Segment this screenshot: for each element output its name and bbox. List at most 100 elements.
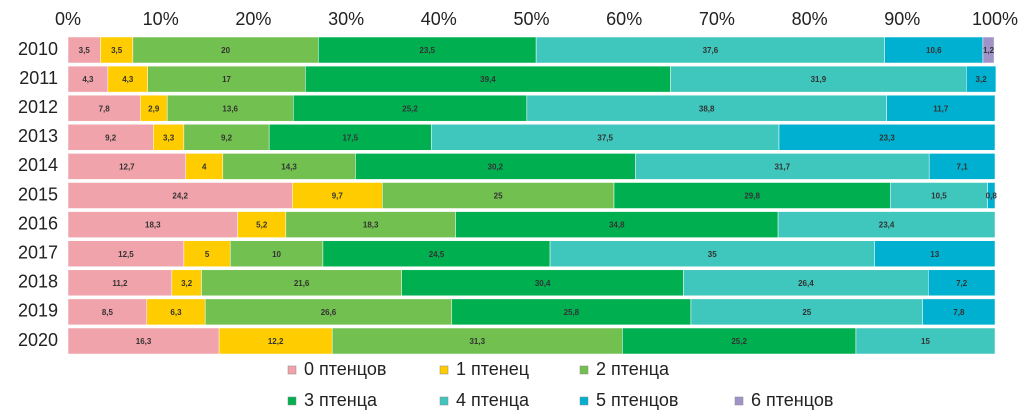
bar-segment <box>535 36 885 64</box>
x-tick-label: 30% <box>328 9 364 29</box>
bar-segment <box>635 153 930 180</box>
data-label: 7,1 <box>957 163 969 172</box>
data-label: 2,9 <box>148 104 160 113</box>
data-label: 35 <box>708 250 717 259</box>
bar-segment <box>777 211 996 238</box>
legend-swatch <box>579 396 589 406</box>
data-label: 6,3 <box>170 308 182 317</box>
bar-segment <box>67 298 148 326</box>
bar-segment <box>67 327 220 355</box>
data-label: 9,7 <box>332 192 344 201</box>
legend-swatch <box>439 396 449 406</box>
bar-segment <box>318 36 537 64</box>
y-tick-label: 2017 <box>18 242 58 262</box>
x-tick-label: 90% <box>884 9 920 29</box>
data-label: 10,5 <box>931 192 947 201</box>
data-label: 31,7 <box>774 163 790 172</box>
bar-segment <box>966 65 997 93</box>
data-label: 7,8 <box>953 308 965 317</box>
data-label: 9,2 <box>105 133 117 142</box>
data-label: 25 <box>494 192 503 201</box>
x-tick-label: 20% <box>235 9 271 29</box>
data-label: 13 <box>930 250 939 259</box>
data-label: 1,2 <box>983 46 995 55</box>
y-tick-label: 2015 <box>18 184 58 204</box>
bar-segment <box>268 124 432 151</box>
bar-segment <box>455 211 779 238</box>
data-label: 3,5 <box>111 46 123 55</box>
data-label: 39,4 <box>480 75 496 84</box>
data-label: 20 <box>221 46 230 55</box>
bar-segment <box>355 153 636 180</box>
x-tick-label: 80% <box>792 9 828 29</box>
bar-segment <box>670 65 967 93</box>
bar-segment <box>622 327 857 355</box>
legend-label: 3 птенца <box>304 390 378 410</box>
data-label: 23,5 <box>419 46 435 55</box>
bar-segment <box>183 240 231 267</box>
data-label: 3,2 <box>181 279 193 288</box>
x-tick-label: 0% <box>55 9 81 29</box>
legend-label: 4 птенца <box>456 390 530 410</box>
bar-segment <box>928 269 996 297</box>
data-label: 15 <box>921 337 930 346</box>
data-label: 12,5 <box>118 250 134 259</box>
bar-segment <box>67 124 154 151</box>
data-label: 25 <box>802 308 811 317</box>
data-label: 34,8 <box>609 221 625 230</box>
bar-segment <box>132 36 319 64</box>
legend-label: 0 птенцов <box>304 359 386 379</box>
data-label: 31,9 <box>811 75 827 84</box>
bar-segment <box>67 36 101 64</box>
y-tick-label: 2019 <box>18 301 58 321</box>
bar-segment <box>982 36 995 64</box>
bar-segment <box>922 298 996 326</box>
data-label: 0,8 <box>986 192 998 201</box>
data-label: 16,3 <box>136 337 152 346</box>
data-label: 3,2 <box>976 75 988 84</box>
x-tick-label: 70% <box>699 9 735 29</box>
bar-segment <box>229 240 324 267</box>
data-label: 4,3 <box>122 75 134 84</box>
y-tick-label: 2016 <box>18 213 58 233</box>
data-label: 9,2 <box>221 133 233 142</box>
bar-segment <box>889 182 988 209</box>
data-label: 17,5 <box>342 133 358 142</box>
data-label: 17 <box>222 75 231 84</box>
legend-swatch <box>287 365 297 375</box>
bar-segment <box>67 153 186 180</box>
x-tick-label: 40% <box>421 9 457 29</box>
x-tick-label: 10% <box>143 9 179 29</box>
bar-segment <box>987 182 996 209</box>
x-tick-label: 60% <box>606 9 642 29</box>
bar-segment <box>884 36 984 64</box>
bar-segment <box>147 65 306 93</box>
x-tick-label: 50% <box>513 9 549 29</box>
y-tick-label: 2020 <box>18 330 58 350</box>
data-label: 14,3 <box>281 163 297 172</box>
data-label: 30,4 <box>535 279 551 288</box>
bar-segment <box>886 94 996 122</box>
bar-segment <box>322 240 551 267</box>
legend-label: 5 птенцов <box>596 390 678 410</box>
y-tick-label: 2013 <box>18 126 58 146</box>
data-label: 5 <box>205 250 210 259</box>
bar-segment <box>305 65 671 93</box>
data-label: 4 <box>202 163 207 172</box>
legend-label: 2 птенца <box>596 359 670 379</box>
data-label: 29,8 <box>744 192 760 201</box>
bar-segment <box>613 182 891 209</box>
data-label: 12,7 <box>119 163 135 172</box>
bar-segment <box>204 298 453 326</box>
bar-segment <box>292 182 383 209</box>
bar-segment <box>285 211 456 238</box>
bar-segment <box>778 124 996 151</box>
data-label: 25,2 <box>402 104 418 113</box>
bar-segment <box>874 240 996 267</box>
legend-swatch <box>734 396 744 406</box>
y-tick-label: 2011 <box>19 68 58 88</box>
data-label: 7,2 <box>956 279 968 288</box>
data-label: 10 <box>272 250 281 259</box>
data-label: 37,5 <box>597 133 613 142</box>
